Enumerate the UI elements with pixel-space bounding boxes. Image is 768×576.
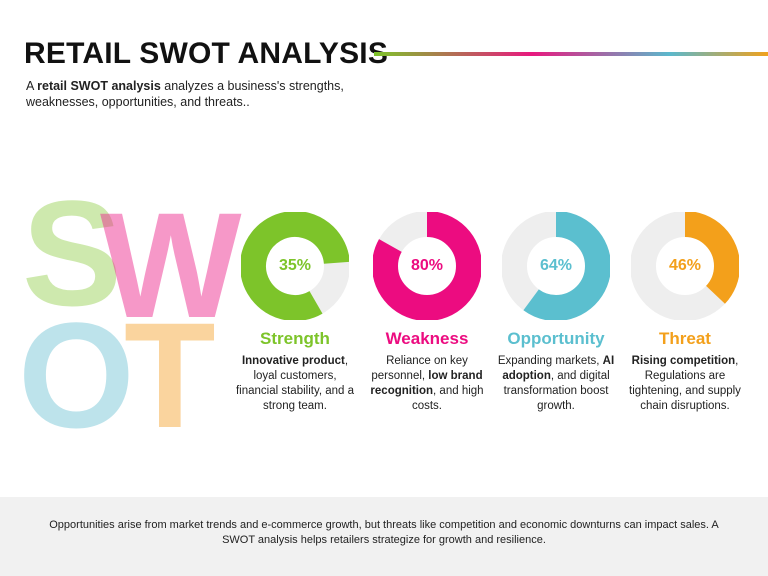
desc-rest: , Regulations are tightening, and supply… [629,355,741,412]
card-title: Weakness [385,329,469,348]
swot-card-opportunity: 64% Opportunity Expanding markets, AI ad… [492,212,620,414]
decorative-letter-o: O [18,291,135,459]
desc-pre: Expanding markets, [497,355,603,367]
desc-post: , and high costs. [411,385,484,412]
card-description: Reliance on key personnel, low brand rec… [363,354,491,414]
desc-pre: Reliance on key personnel, [371,355,468,382]
desc-bold: low brand recognition [370,370,483,397]
desc-bold: Rising competition [631,355,736,367]
desc-bold: AI adoption [502,355,615,382]
swot-card-threat: 46% Threat Rising competition, Regulatio… [621,212,749,414]
desc-rest: , loyal customers, financial stability, … [235,355,355,412]
donut-ring-icon [241,212,349,320]
donut-chart-opportunity: 64% [502,212,610,320]
page-title: RETAIL SWOT ANALYSIS [24,37,389,70]
gradient-divider [374,52,768,56]
subtitle-bold: retail SWOT analysis [37,79,161,93]
desc-post: , and digital transformation boost growt… [503,370,610,412]
card-description: Innovative product, loyal customers, fin… [231,354,359,414]
subtitle-prefix: A [26,79,38,93]
donut-chart-weakness: 80% [373,212,481,320]
swot-card-weakness: 80% Weakness Reliance on key personnel, … [363,212,491,414]
percent-label: 46% [668,257,702,274]
card-description: Expanding markets, AI adoption, and digi… [492,354,620,414]
card-title: Opportunity [507,329,605,348]
footer-panel: Opportunities arise from market trends a… [0,497,768,576]
page-subtitle: A retail SWOT analysis analyzes a busine… [26,78,356,110]
card-title: Strength [260,329,330,348]
swot-card-strength: 35% Strength Innovative product, loyal c… [231,212,359,414]
donut-chart-threat: 46% [631,212,739,320]
donut-ring-icon [373,212,481,320]
decorative-letter-s: S [22,169,123,337]
subtitle-suffix: analyzes a business's strengths, weaknes… [26,79,344,109]
decorative-letter-w: W [100,181,242,349]
donut-chart-strength: 35% [241,212,349,320]
card-description: Rising competition, Regulations are tigh… [621,354,749,414]
desc-bold: Innovative product [241,355,345,367]
donut-ring-icon [502,212,610,320]
footer-text: Opportunities arise from market trends a… [49,518,719,546]
percent-label: 80% [410,257,444,274]
decorative-letter-t: T [124,291,216,459]
card-title: Threat [659,329,711,348]
percent-label: 64% [539,257,573,274]
donut-ring-icon [631,212,739,320]
percent-label: 35% [278,257,312,274]
